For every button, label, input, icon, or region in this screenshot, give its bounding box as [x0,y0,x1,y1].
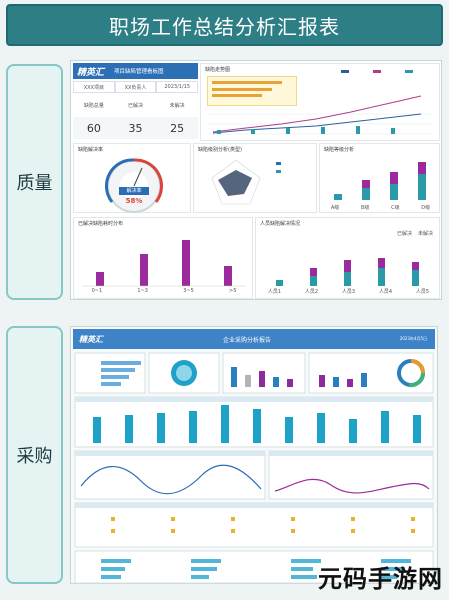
person-card: 人员缺陷解决情况 已解决 未解决 人员1 人员2 人员3 人员4 人员5 [255,217,440,299]
section-label-text: 采购 [16,446,53,467]
dist-tick: 1~3 [137,288,148,294]
dist-tick: 0~1 [91,288,103,294]
trend-bar [391,128,395,134]
purchase-visuals [74,352,434,584]
radar-card: 缺陷级别分析(类型) [193,143,317,213]
section-label-text: 质量 [16,173,53,194]
level-title: 缺陷等级分析 [324,147,355,153]
level-axis: A级 B级 C级 D级 [320,204,441,211]
person-plot [276,258,419,286]
dist-tick: 3~5 [183,288,194,294]
trend-bar [217,130,221,134]
kpi-label-row: 缺陷总量 已解决 未解决 [73,94,198,116]
kpi-value: 25 [170,122,185,135]
trend-bar [286,128,290,134]
legend-unresolved: 未解决 [417,231,433,237]
person-axis: 人员1 人员2 人员3 人员4 人员5 [256,288,441,295]
person-title: 人员缺陷解决情况 [260,221,301,227]
radar-plot [211,159,281,205]
level-tick: C级 [391,205,400,211]
board-title: 项目缺陷管理看板图 [114,69,164,75]
level-card: 缺陷等级分析 A级 B级 C级 D级 [319,143,440,213]
kpi-value-row: 60 35 25 [73,117,198,139]
meta-owner: XX负责人 [114,81,157,93]
dist-axis: 0~1 1~3 3~5 >5 [74,288,254,294]
kpi-value: 35 [128,122,143,135]
trend-line-resolved [212,95,422,133]
level-tick: D级 [421,205,431,211]
legend-resolved: 已解决 [396,231,412,237]
person-tick: 人员2 [304,289,319,295]
radar-title: 缺陷级别分析(类型) [198,147,242,153]
trend-note [207,76,297,106]
level-plot [334,162,426,200]
watermark: 元码手游网 [318,565,443,593]
person-tick: 人员3 [341,289,356,295]
dist-plot [82,240,246,287]
meta-row: XXX项目 XX负责人 2023/1/15 [73,81,199,93]
board-header: 精英汇 项目缺陷管理看板图 [73,63,198,79]
section-label-purchase: 采购 [6,326,63,584]
dist-card: 已解决缺陷耗时分布 0~1 1~3 3~5 >5 [73,217,253,299]
gauge-card: 缺陷解决率 解决率 58% [73,143,191,213]
level-tick: B级 [360,205,370,211]
trend-bar [251,129,255,134]
purchase-header: 精英汇 企业采购分析报告 2023年4月5日 [73,329,435,349]
kpi-label: 未解决 [169,103,185,109]
trend-bar [356,126,360,134]
quality-dashboard: 精英汇 项目缺陷管理看板图 XXX项目 XX负责人 2023/1/15 缺陷总量… [70,60,442,300]
meta-date: 2023/1/15 [156,81,199,93]
level-tick: A级 [330,205,340,211]
purchase-dashboard: 精英汇 企业采购分析报告 2023年4月5日 [70,326,438,584]
trend-title: 缺陷走势图 [205,67,231,73]
person-legend: 已解决 未解决 [397,230,433,237]
kpi-label: 已解决 [128,103,144,109]
section-label-quality: 质量 [6,64,63,300]
trend-line-total [212,113,422,134]
dist-tick: >5 [229,288,237,294]
kpi-label: 缺陷总量 [83,103,104,109]
page-title: 职场工作总结分析汇报表 [109,14,340,39]
person-tick: 人员4 [378,289,393,295]
purchase-date: 2023年4月5日 [399,336,427,341]
gauge-label: 解决率 [119,187,149,195]
dist-title: 已解决缺陷耗时分布 [78,221,124,227]
gauge-title: 缺陷解决率 [78,147,104,153]
kpi-value: 60 [86,122,101,135]
trend-chart: 缺陷走势图 [200,63,440,141]
purchase-title: 企业采购分析报告 [223,336,272,344]
gauge-value: 58% [125,197,143,205]
person-tick: 人员1 [267,289,282,295]
purchase-logo: 精英汇 [79,334,103,344]
page-header: 职场工作总结分析汇报表 [6,4,443,46]
person-tick: 人员5 [415,289,430,295]
trend-bar [321,127,325,134]
trend-plot [209,70,433,135]
meta-project: XXX项目 [73,81,115,93]
logo: 精英汇 [77,67,105,78]
